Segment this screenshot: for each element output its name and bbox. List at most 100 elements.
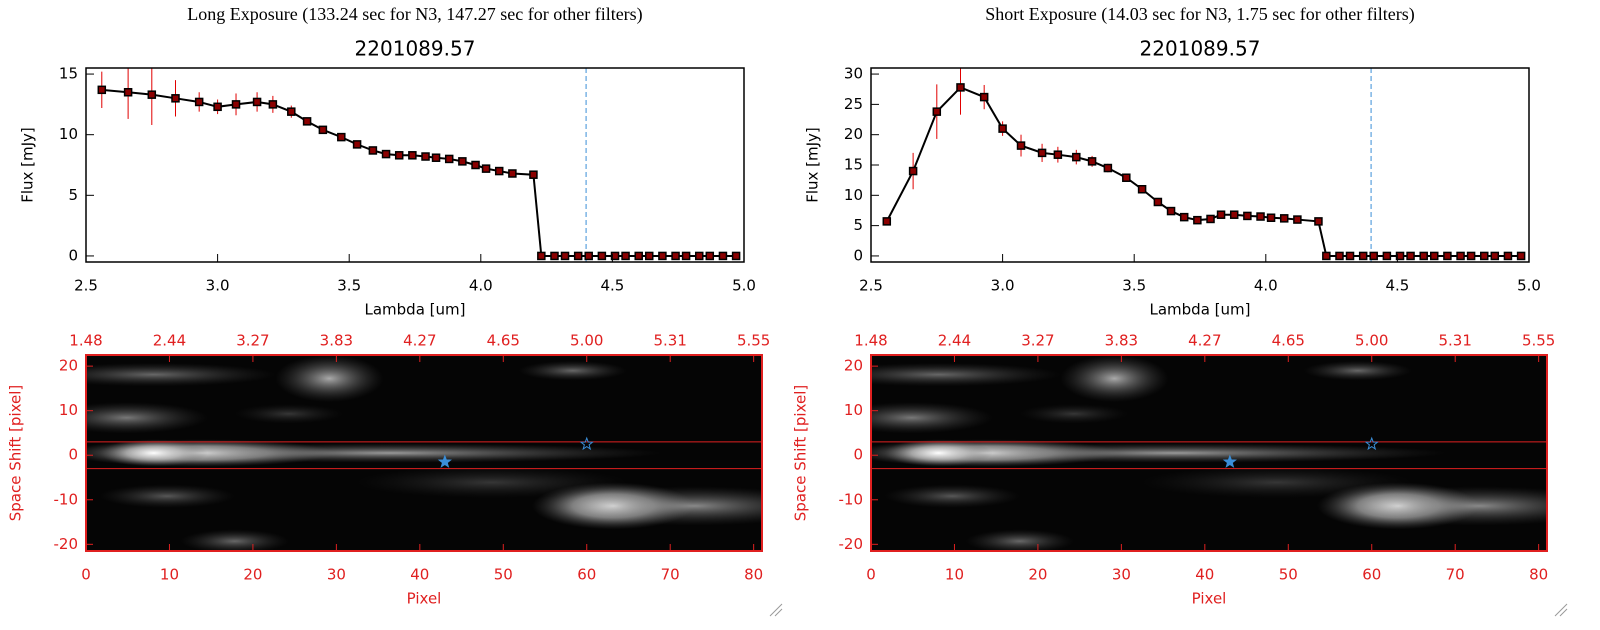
x-tick-label: 60 [577,566,596,584]
y-tick-label: 5 [68,186,78,204]
data-point [681,251,691,261]
y-tick-label: 20 [59,357,78,375]
frame [85,67,745,263]
data-point [1193,215,1202,225]
x2-tick-label: 2.44 [938,332,971,350]
y-tick-label: 15 [844,156,863,174]
data-point [1122,173,1131,182]
data-point [1087,157,1097,166]
data-point [1016,141,1026,150]
x-tick-label: 4.5 [600,277,624,295]
data-point [1429,251,1439,261]
data-point [1369,251,1378,261]
data-point [1103,163,1113,173]
data-point [508,169,517,178]
data-point [458,157,467,166]
image-blob [86,402,208,434]
y-tick-label: 20 [844,125,863,143]
chart-subtitle: 2201089.57 [1140,37,1261,61]
frame [85,354,763,552]
data-point [1516,251,1526,261]
x-tick-label: 70 [1446,566,1465,584]
x-tick-label: 20 [243,566,262,584]
y-tick-label: 10 [844,186,863,204]
data-point [213,102,222,112]
panel-title: Long Exposure (133.24 sec for N3, 147.27… [187,4,642,25]
image-blob [1141,466,1412,499]
x2-tick-label: 3.83 [1105,332,1138,350]
chart-subtitle: 2201089.57 [355,37,476,61]
plot [97,68,741,262]
x-tick-label: 50 [494,566,513,584]
data-point [1037,148,1047,158]
data-point [268,100,278,109]
data-point [908,166,918,176]
data-point [1206,214,1215,224]
y-tick-label: 20 [844,357,863,375]
data-point [352,140,362,149]
x-tick-label: 0 [81,566,91,584]
resize-grip[interactable] [769,603,1568,617]
y-tick-label: 10 [59,401,78,419]
data-point [1216,210,1226,219]
data-point [1153,197,1163,207]
image-blob [871,362,1061,387]
x-tick-label: 70 [661,566,680,584]
image-blob [871,402,993,434]
y-tick-label: 30 [844,65,863,83]
data-point [481,164,491,173]
data-point [252,97,262,107]
y-tick-label: 0 [68,446,78,464]
x2-tick-label: 3.27 [1021,332,1054,350]
data-point [194,97,204,107]
star-marker [579,436,594,451]
x-tick-label: 40 [1195,566,1214,584]
data-point [621,251,630,261]
data-point [644,251,654,261]
data-point [1179,212,1189,222]
image-blob [1303,360,1412,381]
data-point [1166,206,1176,216]
y-tick-label: 25 [844,95,863,113]
image-blob [884,439,993,467]
y-tick-label: -20 [54,535,79,553]
star-marker [1364,436,1379,451]
data-point [1266,213,1276,222]
x2-tick-label: 5.00 [1355,332,1388,350]
x-tick-label: 10 [945,566,964,584]
image-blob [99,484,235,508]
x-tick-label: 5.0 [1517,277,1541,295]
data-point [998,124,1007,133]
y-tick-label: 15 [59,65,78,83]
image-blob [965,529,1074,551]
data-point [318,125,328,135]
x2-tick-label: 3.27 [236,332,269,350]
x-tick-label: 5.0 [732,277,756,295]
image-blob [180,529,289,551]
data-point [171,94,180,103]
data-line [101,88,737,257]
data-point [979,92,989,102]
data-point [1480,251,1489,261]
x2-tick-label: 4.27 [1188,332,1221,350]
image [871,355,1547,551]
data-point [1406,251,1415,261]
x-tick-label: 0 [866,566,876,584]
data-point [1456,251,1465,261]
x-tick-label: 30 [327,566,346,584]
data-point [550,251,559,261]
y-tick-label: -20 [839,535,864,553]
image [86,355,762,551]
data-point [123,88,133,97]
image-blob [86,362,276,387]
data-point [1490,251,1500,261]
x-tick-label: 4.0 [1254,277,1278,295]
x-tick-label: 3.5 [337,277,361,295]
image-blob [904,443,1446,463]
x2-tick-label: 2.44 [153,332,186,350]
image-blob [234,404,343,424]
data-point [1443,251,1452,261]
data-point [529,170,538,179]
x-tick-label: 4.5 [1385,277,1409,295]
